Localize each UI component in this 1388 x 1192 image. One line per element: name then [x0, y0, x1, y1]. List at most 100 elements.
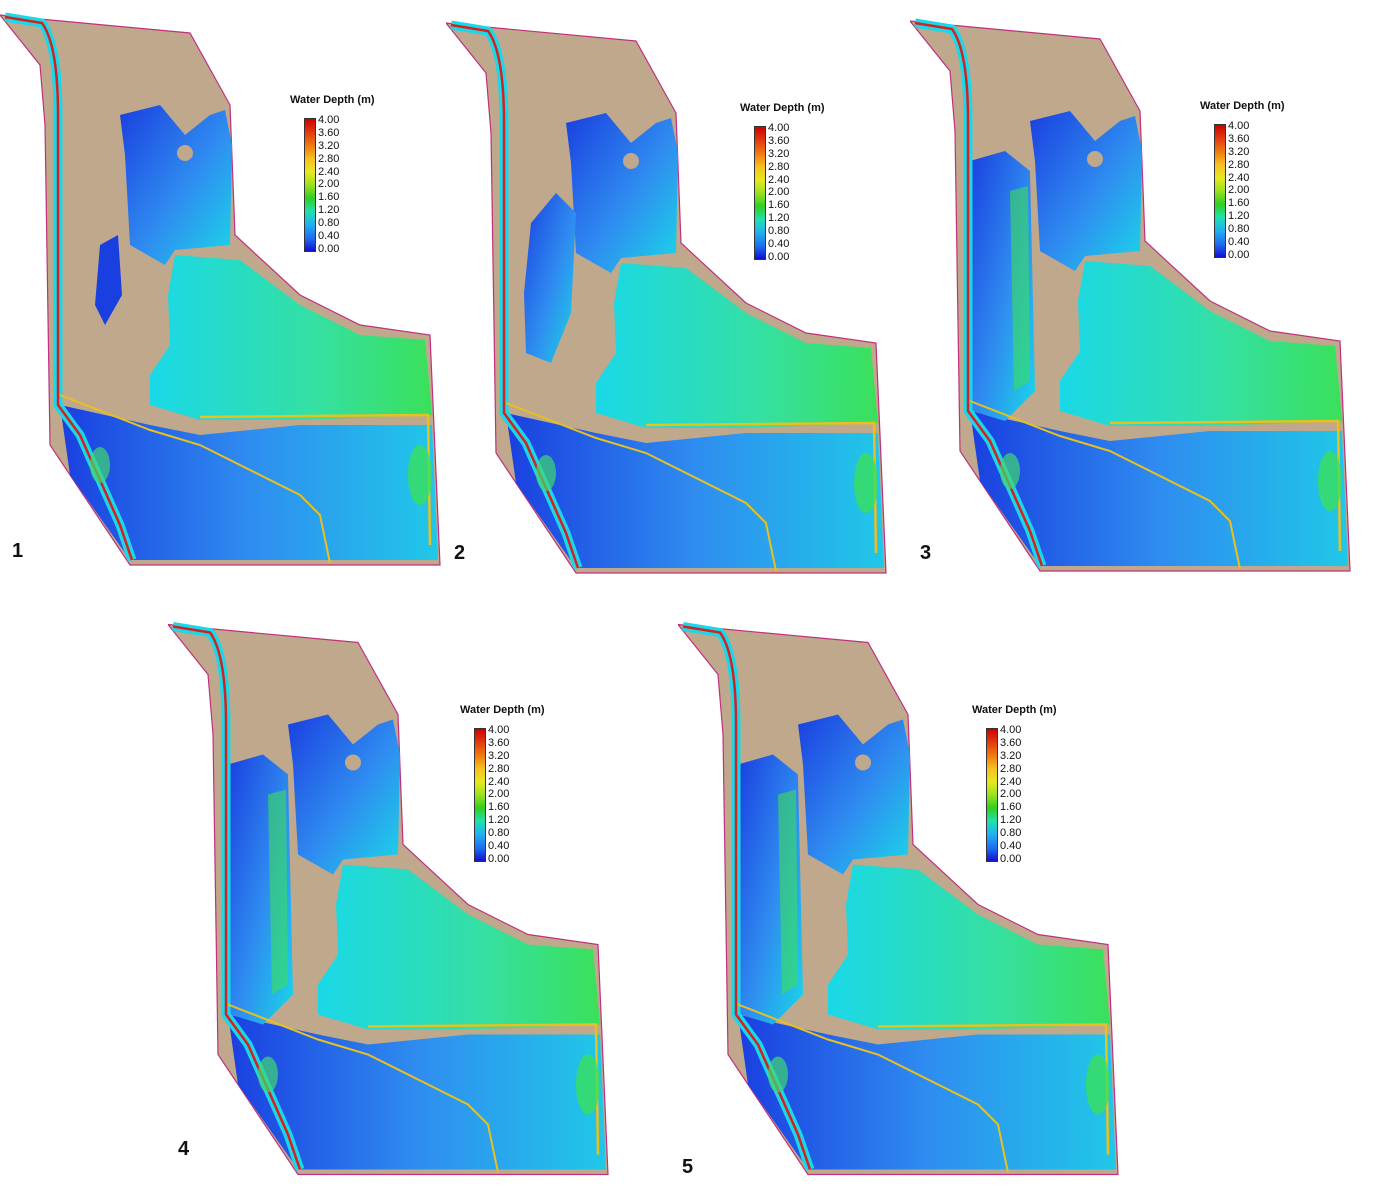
panel-number: 1 — [12, 540, 24, 562]
legend-tick-label: 1.20 — [1228, 210, 1250, 223]
shallow-hotspot — [258, 1056, 278, 1093]
legend-tick-label: 0.00 — [1228, 248, 1250, 261]
legend-tick-label: 1.20 — [768, 212, 790, 225]
legend-tick-label: 3.20 — [768, 147, 790, 160]
panel-number: 4 — [178, 1138, 190, 1160]
western-shallow-zone — [1010, 186, 1030, 391]
legend-title: Water Depth (m) — [740, 102, 825, 114]
legend-tick-label: 3.60 — [768, 134, 790, 147]
shallow-hotspot — [408, 445, 432, 505]
map-panel-4: Water Depth (m) 4.00 3.60 3.20 2.80 2.40 2.00… — [168, 612, 618, 1192]
canal-line — [367, 1023, 600, 1155]
legend-tick-label: 2.80 — [1228, 158, 1250, 171]
map-panel-5: Water Depth (m) 4.00 3.60 3.20 2.80 2.40 2.00… — [678, 612, 1128, 1192]
legend-labels: 4.00 3.60 3.20 2.80 2.40 2.00 1.60 1.20 0.80 0.40… — [1000, 724, 1021, 866]
dry-island — [1087, 151, 1103, 167]
legend-color-bar — [1214, 124, 1226, 258]
water-depth-map-2 — [446, 20, 887, 574]
shallow-hotspot — [768, 1056, 788, 1093]
legend-tick-label: 1.20 — [318, 204, 340, 217]
panel-number: 5 — [682, 1156, 694, 1178]
northern-basin — [1030, 111, 1142, 271]
western-shallow-zone — [268, 789, 288, 995]
legend-tick-label: 3.20 — [318, 139, 340, 152]
map-panel-1: Water Depth (m) 4.00 3.60 3.20 2.80 2.40 2.00… — [0, 0, 450, 580]
legend-tick-label: 0.80 — [1228, 223, 1250, 236]
legend-tick-label: 2.40 — [1228, 171, 1250, 184]
shallow-hotspot — [1318, 451, 1342, 511]
legend-tick-label: 1.60 — [1228, 197, 1250, 210]
legend-tick-label: 0.40 — [1000, 840, 1022, 853]
panel-number: 2 — [454, 542, 466, 564]
legend-tick-label: 0.80 — [488, 827, 510, 840]
canal-line — [645, 421, 878, 554]
northern-basin — [120, 105, 232, 265]
legend-tick-label: 2.80 — [1000, 762, 1022, 775]
levee-line — [737, 1003, 1009, 1173]
legend-title: Water Depth (m) — [972, 704, 1057, 716]
levee-line — [969, 400, 1241, 570]
legend-tick-label: 2.40 — [768, 173, 790, 186]
legend-labels: 4.00 3.60 3.20 2.80 2.40 2.00 1.60 1.20 0.80 0.40… — [488, 724, 509, 866]
legend-tick-label: 2.80 — [768, 160, 790, 173]
legend-labels: 4.00 3.60 3.20 2.80 2.40 2.00 1.60 1.20 0.80 0.40… — [318, 114, 339, 256]
legend-tick-label: 3.60 — [488, 736, 510, 749]
legend-color-bar — [986, 728, 998, 862]
eastern-basin — [318, 864, 600, 1030]
map-panel-3: Water Depth (m) 4.00 3.60 3.20 2.80 2.40 2.00… — [910, 6, 1370, 586]
dry-island — [177, 145, 193, 161]
eastern-basin — [1060, 261, 1342, 426]
legend-tick-label: 1.60 — [1000, 801, 1022, 814]
western-floodplain-water — [95, 235, 122, 325]
eastern-basin — [828, 864, 1110, 1030]
southern-basin — [738, 1014, 1116, 1170]
northern-basin — [566, 113, 678, 273]
dry-island — [623, 153, 639, 169]
legend-tick-label: 1.60 — [318, 191, 340, 204]
legend-tick-label: 2.00 — [1000, 788, 1022, 801]
legend-tick-label: 0.80 — [1000, 827, 1022, 840]
eastern-basin — [596, 263, 878, 428]
legend-labels: 4.00 3.60 3.20 2.80 2.40 2.00 1.60 1.20 0.80 0.40… — [1228, 120, 1249, 262]
legend-1: Water Depth (m) 4.00 3.60 3.20 2.80 2.40 2.00… — [290, 94, 400, 255]
legend-tick-label: 1.60 — [488, 801, 510, 814]
legend-tick-label: 4.00 — [488, 724, 510, 736]
eastern-basin — [150, 255, 432, 420]
legend-title: Water Depth (m) — [460, 704, 545, 716]
legend-2: Water Depth (m) 4.00 3.60 3.20 2.80 2.40 2.00… — [740, 102, 850, 263]
water-depth-map-4 — [168, 622, 609, 1176]
river-channel-thalweg — [682, 625, 812, 1170]
legend-color-bar — [304, 118, 316, 252]
legend-tick-label: 2.00 — [318, 178, 340, 191]
legend-3: Water Depth (m) 4.00 3.60 3.20 2.80 2.40 2.00… — [1200, 100, 1310, 261]
canal-line — [199, 413, 432, 546]
legend-labels: 4.00 3.60 3.20 2.80 2.40 2.00 1.60 1.20 0.80 0.40… — [768, 122, 789, 264]
legend-tick-label: 0.40 — [318, 230, 340, 243]
panel-number: 3 — [920, 542, 932, 564]
southern-basin — [970, 411, 1348, 566]
legend-tick-label: 3.60 — [318, 126, 340, 139]
water-depth-map-1 — [0, 12, 441, 566]
legend-tick-label: 3.20 — [488, 749, 510, 762]
canal-line — [1109, 419, 1342, 552]
legend-tick-label: 2.80 — [318, 152, 340, 165]
legend-tick-label: 4.00 — [1000, 724, 1022, 736]
levee-line — [59, 394, 331, 564]
dry-island — [855, 754, 871, 771]
western-shallow-zone — [778, 789, 798, 995]
legend-tick-label: 2.00 — [768, 186, 790, 199]
southern-basin — [506, 413, 884, 568]
shallow-hotspot — [1086, 1054, 1110, 1115]
legend-tick-label: 2.00 — [1228, 184, 1250, 197]
legend-title: Water Depth (m) — [290, 94, 375, 106]
legend-tick-label: 3.60 — [1228, 132, 1250, 145]
legend-tick-label: 3.60 — [1000, 736, 1022, 749]
legend-tick-label: 4.00 — [768, 122, 790, 134]
legend-tick-label: 2.40 — [488, 775, 510, 788]
legend-tick-label: 1.20 — [488, 814, 510, 827]
legend-tick-label: 0.00 — [1000, 852, 1022, 865]
legend-tick-label: 2.00 — [488, 788, 510, 801]
river-channel-thalweg — [4, 15, 134, 561]
legend-color-bar — [754, 126, 766, 260]
legend-4: Water Depth (m) 4.00 3.60 3.20 2.80 2.40 2.00… — [460, 704, 570, 865]
